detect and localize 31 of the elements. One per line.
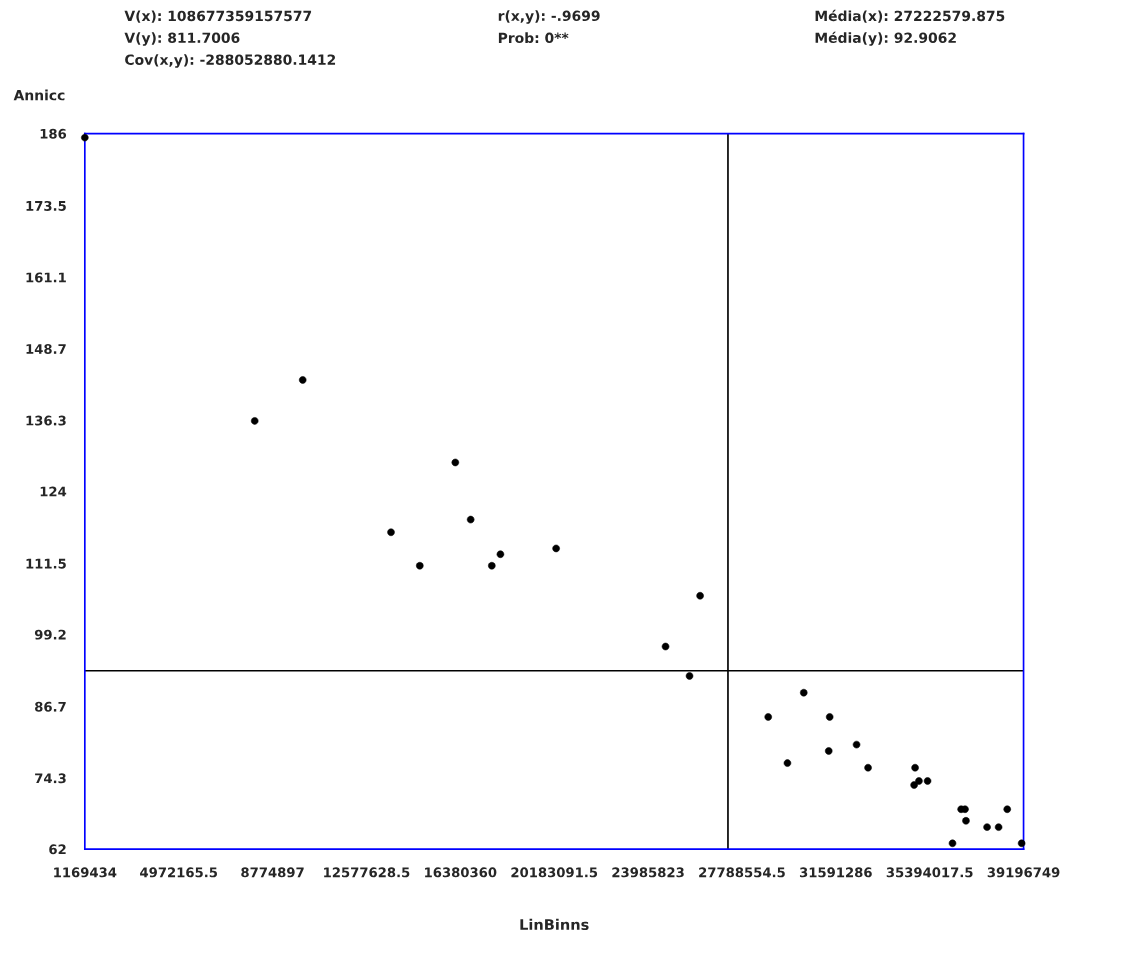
x-tick-label: 31591286 (799, 867, 872, 878)
text: r(x,y): -.9699 (498, 10, 600, 24)
x-tick-label: 8774897 (241, 867, 304, 878)
text: Média(x): 27222579.875 (815, 9, 1005, 23)
y-axis-title: Annicc (13, 89, 65, 101)
y-tick-label: 62 (49, 844, 66, 855)
y-tick-label: 161.1 (26, 272, 66, 283)
y-tick-label: 148.7 (26, 344, 66, 354)
y-tick-label: 74.3 (35, 773, 66, 784)
x-tick-label: 39196749 (987, 867, 1060, 878)
y-tick-label: 186 (40, 128, 67, 139)
x-tick-label: 23985823 (612, 867, 684, 878)
x-tick-label: 20183091.5 (511, 867, 598, 878)
y-tick-label: 136.3 (26, 415, 66, 426)
text: Média(y): 92.9062 (815, 31, 956, 46)
x-tick-label: 1169434 (54, 867, 117, 878)
y-tick-label: 111.5 (26, 558, 66, 569)
text: V(x): 108677359157577 (124, 10, 312, 23)
y-tick-label: 86.7 (35, 701, 66, 712)
x-tick-label: 4972165.5 (140, 867, 218, 878)
y-tick-label: 124 (40, 486, 67, 497)
x-tick-label: 12577628.5 (324, 867, 410, 878)
y-tick-label: 99.2 (34, 629, 66, 640)
text: Prob: 0** (498, 32, 569, 44)
x-axis-title: LinBinns (520, 918, 589, 931)
y-tick-label: 173.5 (26, 200, 66, 211)
x-tick-label: 16380360 (425, 867, 497, 878)
text: V(y): 811.7006 (124, 32, 240, 46)
x-tick-label: 35394017.5 (886, 867, 973, 878)
text: Cov(x,y): -288052880.1412 (125, 54, 336, 68)
x-tick-label: 27788554.5 (699, 867, 785, 878)
